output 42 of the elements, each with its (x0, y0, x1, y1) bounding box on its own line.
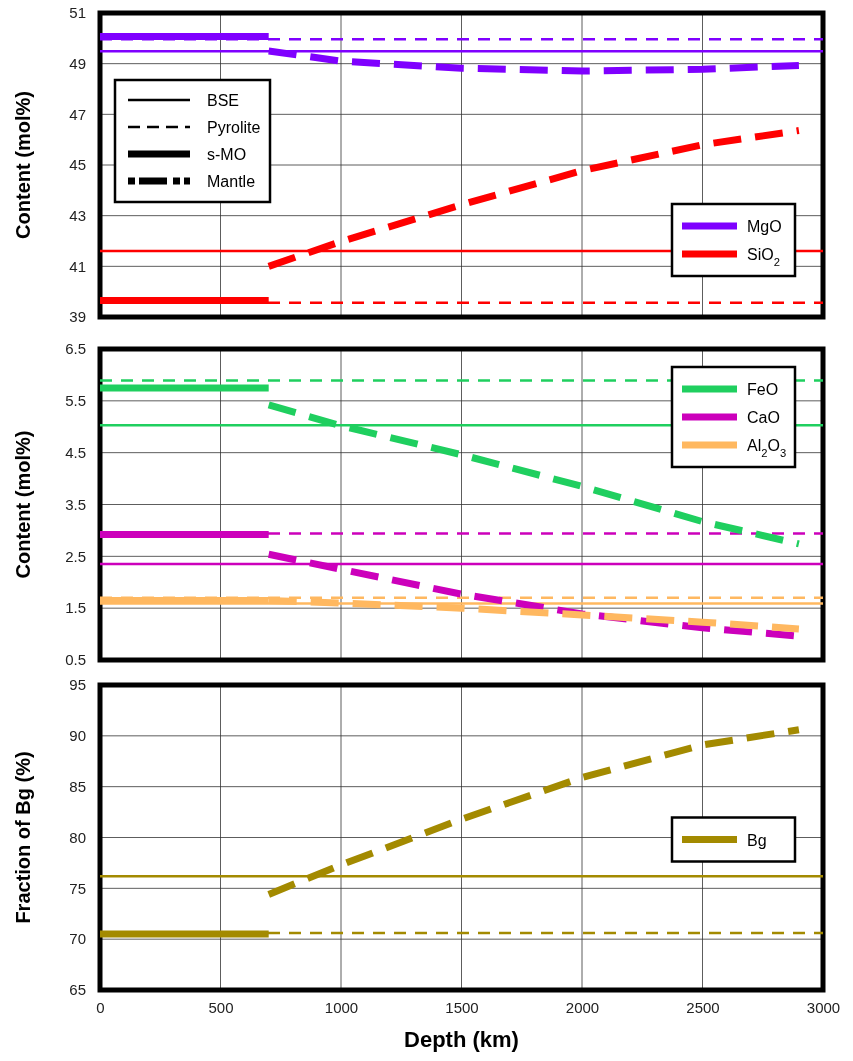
y-tick-label: 75 (69, 879, 86, 897)
legend-label: MgO (747, 218, 782, 235)
legend-label: Al$_{2}$O$_{3}$ (747, 437, 787, 459)
y-tick-label: 51 (69, 4, 86, 22)
y-tick-label: 0.5 (65, 651, 86, 669)
y-tick-label: 47 (69, 105, 86, 123)
y-tick-label: 5.5 (65, 392, 86, 410)
y-tick-label: 4.5 (65, 443, 86, 461)
y-tick-label: 95 (69, 676, 86, 694)
legend-label: Bg (747, 831, 767, 849)
annotation: Pyrolite (207, 119, 261, 136)
legend-label: CaO (747, 409, 780, 426)
y-tick-label: 65 (69, 981, 86, 999)
x-tick-label: 1500 (445, 998, 479, 1016)
annotation: Mantle (207, 173, 256, 190)
y-axis-title: Content (mol%) (12, 91, 34, 239)
y-tick-label: 70 (69, 930, 86, 948)
y-tick-label: 2.5 (65, 547, 86, 565)
x-tick-label: 3000 (806, 998, 841, 1016)
legend-label: SiO$_{2}$ (747, 246, 780, 268)
legend-label: FeO (747, 381, 779, 398)
x-axis-title: Depth (km) (404, 1027, 519, 1052)
y-axis-title: Fraction of Bg (%) (12, 751, 34, 924)
x-tick-label: 500 (208, 998, 234, 1016)
annotation: BSE (207, 92, 240, 109)
y-tick-label: 3.5 (65, 495, 86, 513)
y-tick-label: 39 (69, 308, 86, 326)
x-tick-label: 1000 (324, 998, 359, 1016)
x-tick-label: 2500 (686, 998, 720, 1016)
y-tick-label: 1.5 (65, 599, 86, 617)
x-tick-label: 0 (96, 998, 105, 1016)
x-tick-label: 2000 (565, 998, 600, 1016)
annotation: s-MO (207, 146, 247, 163)
y-tick-label: 85 (69, 777, 86, 795)
y-tick-label: 80 (69, 828, 86, 846)
y-tick-label: 90 (69, 727, 86, 745)
y-tick-label: 41 (69, 257, 86, 275)
y-tick-label: 6.5 (65, 340, 86, 358)
y-tick-label: 43 (69, 206, 86, 224)
y-tick-label: 45 (69, 156, 86, 174)
y-tick-label: 49 (69, 54, 86, 72)
y-axis-title: Content (mol%) (12, 430, 34, 579)
